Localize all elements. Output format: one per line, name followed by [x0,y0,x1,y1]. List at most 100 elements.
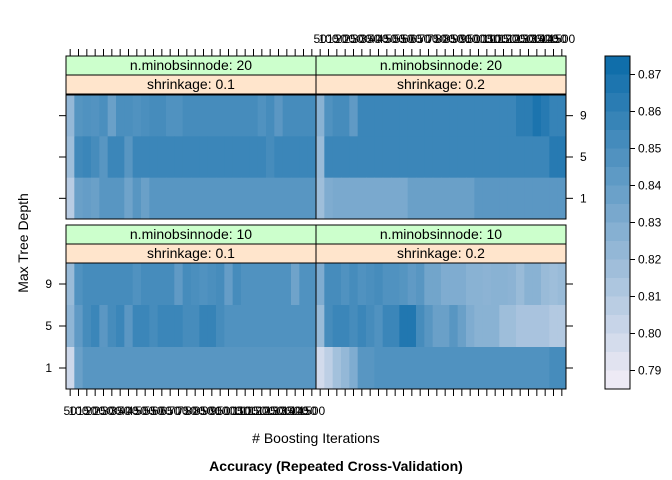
heatmap-cell [216,305,225,348]
heatmap-cell [266,95,275,137]
heatmap-cell [174,263,184,306]
strip-label: shrinkage: 0.2 [397,76,485,92]
heatmap-cell [232,177,242,220]
heatmap-cell [157,136,167,179]
heatmap-cell [132,136,142,179]
heatmap-cell [432,263,442,306]
x-tick-label: 1050 [223,404,250,418]
heatmap-cell [241,347,250,390]
colorbar-segment [605,167,630,186]
heatmap-cell [141,305,150,348]
heatmap-cell [466,95,475,137]
heatmap-cell [241,177,250,220]
heatmap-cell [216,136,225,179]
heatmap-cell [549,305,559,348]
x-tick-label: 650 [160,404,180,418]
x-tick-label: 100 [318,32,338,46]
heatmap-cell [182,347,192,390]
heatmap-cell [382,136,392,179]
x-tick-label: 1150 [241,404,267,418]
heatmap-cell [541,347,550,390]
heatmap-cell [357,95,367,137]
heatmap-cell [107,263,117,306]
heatmap-cell [116,95,125,137]
heatmap-cell [557,136,567,179]
heatmap-cell [141,347,150,390]
heatmap-cell [107,177,117,220]
heatmap-cell [457,347,467,390]
heatmap-cell [499,305,509,348]
heatmap-cell [424,305,434,348]
heatmap-cell [241,136,250,179]
panel-top-left: n.minobsinnode: 20 shrinkage: 0.1 [65,55,317,220]
heatmap-cell [457,263,467,306]
y-axis-title: Max Tree Depth [15,193,31,293]
heatmap-cell [224,136,234,179]
heatmap-cell [224,347,234,390]
heatmap-cell [341,305,350,348]
colorbar-segment [605,222,630,242]
heatmap-cell [124,177,134,220]
heatmap-cell [182,305,192,348]
heatmap-cell [74,136,84,179]
heatmap-cell [166,177,175,220]
y-tick-label: 1 [45,361,52,375]
heatmap-cell [99,177,109,220]
heatmap-cell [391,305,400,348]
heatmap-cell [524,263,534,306]
heatmap-cell [349,136,359,179]
heatmap-cell [424,177,434,220]
x-tick-label: 500 [385,32,405,46]
x-tick-label: 1200 [248,404,275,418]
heatmap-cell [424,347,434,390]
heatmap-cell [82,305,92,348]
strip-label: shrinkage: 0.2 [397,245,485,261]
heatmap-cell [541,263,550,306]
heatmap-cell [99,263,109,306]
heatmap-cell [132,305,142,348]
heatmap-cell [224,95,234,137]
x-tick-label: 1350 [523,32,550,46]
heatmap-cell [199,263,209,306]
strip-label: n.minobsinnode: 20 [380,57,502,73]
heatmap-cell [399,136,409,179]
heatmap-cell [216,347,225,390]
heatmap-cell [332,263,342,306]
heatmap-cell [91,263,100,306]
heatmap-cell [449,347,459,390]
heatmap-cell [399,177,409,220]
heatmap-cell [524,136,534,179]
strip-label: n.minobsinnode: 10 [380,226,502,242]
heatmap-cell [432,177,442,220]
chart-title: Accuracy (Repeated Cross-Validation) [209,458,463,474]
heatmap-cell [266,347,275,390]
colorbar-tick-label: 0.79 [638,364,662,378]
x-tick-label: 1350 [273,404,300,418]
heatmap-cell [299,263,309,306]
heatmap-cell [216,263,225,306]
heatmap-cell [116,136,125,179]
heatmap-cell [407,95,417,137]
heatmap-cell [341,136,350,179]
heatmap-cell [291,305,300,348]
heatmap-cell [249,347,259,390]
heatmap-cell [374,263,384,306]
heatmap-cell [341,263,350,306]
heatmap-cell [499,136,509,179]
heatmap-cell [166,263,175,306]
x-tick-label: 300 [352,32,372,46]
x-tick-label: 350 [360,32,380,46]
heatmap-cell [457,177,467,220]
heatmap-cell [316,347,325,390]
heatmap-cell [199,305,209,348]
heatmap-cell [399,95,409,137]
heatmap-cell [366,136,375,179]
x-tick-label: 1500 [298,404,325,418]
heatmap-cell [66,177,75,220]
x-tick-label: 700 [168,404,188,418]
heatmap-cell [216,177,225,220]
heatmap-cell [191,95,200,137]
y-tick-label: 9 [580,109,587,123]
y-axis: 9 5 1 9 5 1 [45,109,587,375]
